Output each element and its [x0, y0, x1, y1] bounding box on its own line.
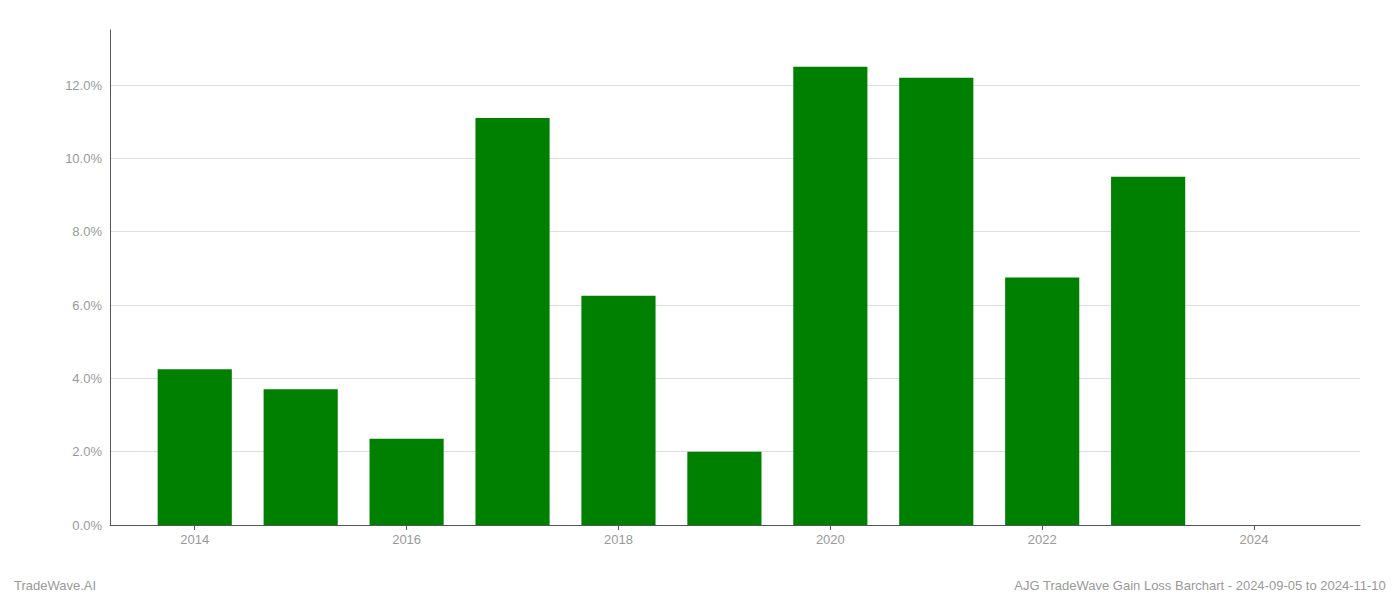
svg-text:8.0%: 8.0% [72, 224, 102, 239]
svg-text:TradeWave.AI: TradeWave.AI [14, 578, 96, 593]
svg-text:2022: 2022 [1028, 532, 1057, 547]
svg-text:2020: 2020 [816, 532, 845, 547]
svg-text:2018: 2018 [604, 532, 633, 547]
svg-text:2014: 2014 [180, 532, 209, 547]
svg-text:2016: 2016 [392, 532, 421, 547]
svg-text:4.0%: 4.0% [72, 371, 102, 386]
svg-text:6.0%: 6.0% [72, 298, 102, 313]
svg-text:0.0%: 0.0% [72, 518, 102, 533]
svg-text:AJG TradeWave Gain Loss Barcha: AJG TradeWave Gain Loss Barchart - 2024-… [1014, 578, 1385, 593]
svg-text:2024: 2024 [1240, 532, 1269, 547]
svg-text:10.0%: 10.0% [65, 151, 102, 166]
svg-text:2.0%: 2.0% [72, 444, 102, 459]
svg-text:12.0%: 12.0% [65, 78, 102, 93]
